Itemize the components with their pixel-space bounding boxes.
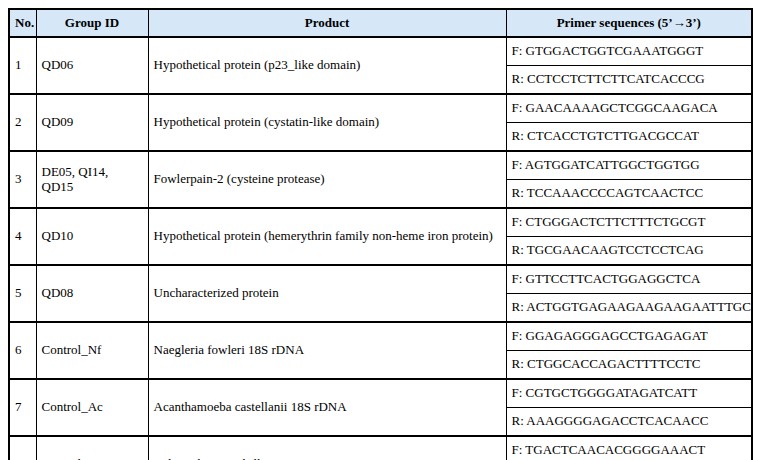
cell-group-id: DE05, QI14, QD15 — [36, 151, 148, 208]
cell-primer-forward: F: GTGGACTGGTCGAAATGGGT — [506, 37, 752, 66]
table-row: 6 Control_Nf Naegleria fowleri 18S rDNA … — [9, 322, 752, 351]
cell-product: Balamuthia mandrillaris 18S rDNA — [148, 436, 506, 460]
cell-primer-reverse: R: AAAGGGGAGACCTCACAACC — [506, 408, 752, 437]
cell-product: Uncharacterized protein — [148, 265, 506, 322]
table-row: 5 QD08 Uncharacterized protein F: GTTCCT… — [9, 265, 752, 294]
cell-primer-reverse: R: ACTGGTGAGAAGAAGAAGAATTTGC — [506, 294, 752, 323]
col-header-primer-sequences: Primer sequences (5’→3’) — [506, 9, 752, 37]
cell-primer-forward: F: GAACAAAAGCTCGGCAAGACA — [506, 94, 752, 123]
col-header-group-id: Group ID — [36, 9, 148, 37]
table-row: 7 Control_Ac Acanthamoeba castellanii 18… — [9, 379, 752, 408]
cell-product: Hypothetical protein (p23_like domain) — [148, 37, 506, 94]
cell-group-id: Control_Nf — [36, 322, 148, 379]
cell-no: 2 — [9, 94, 36, 151]
cell-no: 1 — [9, 37, 36, 94]
cell-group-id: QD09 — [36, 94, 148, 151]
cell-primer-reverse: R: CCTCCTCTTCTTCATCACCCG — [506, 66, 752, 95]
cell-primer-forward: F: GTTCCTTCACTGGAGGCTCA — [506, 265, 752, 294]
col-header-no: No. — [9, 9, 36, 37]
cell-product: Naegleria fowleri 18S rDNA — [148, 322, 506, 379]
cell-group-id: Control_Bm — [36, 436, 148, 460]
cell-no: 4 — [9, 208, 36, 265]
header-row: No. Group ID Product Primer sequences (5… — [9, 9, 752, 37]
cell-product: Hypothetical protein (cystatin-like doma… — [148, 94, 506, 151]
cell-no: 3 — [9, 151, 36, 208]
table-row: 8 Control_Bm Balamuthia mandrillaris 18S… — [9, 436, 752, 460]
cell-primer-forward: F: CTGGGACTCTTCTTTCTGCGT — [506, 208, 752, 237]
cell-product: Fowlerpain-2 (cysteine protease) — [148, 151, 506, 208]
cell-primer-forward: F: TGACTCAACACGGGGAAACT — [506, 436, 752, 460]
cell-group-id: QD06 — [36, 37, 148, 94]
cell-product: Hypothetical protein (hemerythrin family… — [148, 208, 506, 265]
cell-product: Acanthamoeba castellanii 18S rDNA — [148, 379, 506, 436]
cell-primer-forward: F: CGTGCTGGGGATAGATCATT — [506, 379, 752, 408]
table-row: 4 QD10 Hypothetical protein (hemerythrin… — [9, 208, 752, 237]
primer-table: No. Group ID Product Primer sequences (5… — [8, 8, 753, 460]
table-row: 3 DE05, QI14, QD15 Fowlerpain-2 (cystein… — [9, 151, 752, 180]
cell-primer-reverse: R: TCCAAACCCCAGTCAACTCC — [506, 180, 752, 209]
table-row: 2 QD09 Hypothetical protein (cystatin-li… — [9, 94, 752, 123]
cell-group-id: Control_Ac — [36, 379, 148, 436]
cell-primer-reverse: R: CTCACCTGTCTTGACGCCAT — [506, 123, 752, 152]
cell-primer-forward: F: AGTGGATCATTGGCTGGTGG — [506, 151, 752, 180]
cell-primer-reverse: R: TGCGAACAAGTCCTCCTCAG — [506, 237, 752, 266]
cell-primer-forward: F: GGAGAGGGAGCCTGAGAGAT — [506, 322, 752, 351]
cell-no: 5 — [9, 265, 36, 322]
cell-group-id: QD08 — [36, 265, 148, 322]
table-row: 1 QD06 Hypothetical protein (p23_like do… — [9, 37, 752, 66]
cell-group-id: QD10 — [36, 208, 148, 265]
cell-primer-reverse: R: CTGGCACCAGACTTTTCCTC — [506, 351, 752, 380]
cell-no: 8 — [9, 436, 36, 460]
page: No. Group ID Product Primer sequences (5… — [0, 0, 759, 460]
col-header-product: Product — [148, 9, 506, 37]
cell-no: 6 — [9, 322, 36, 379]
cell-no: 7 — [9, 379, 36, 436]
